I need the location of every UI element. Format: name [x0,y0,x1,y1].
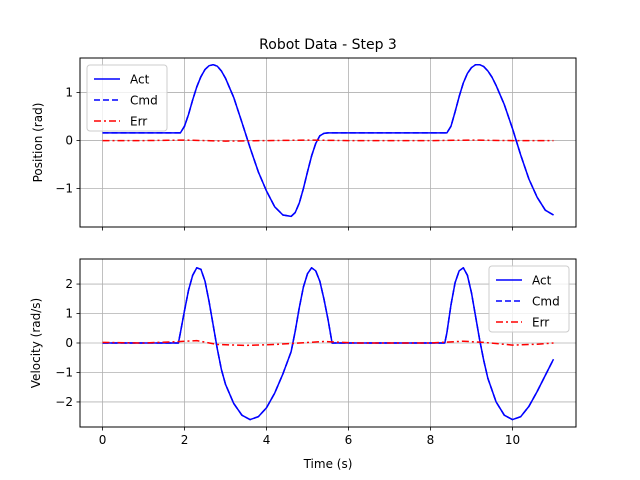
velocity-legend[interactable]: Act Cmd Err [488,265,570,333]
legend-label-cmd: Cmd [532,295,560,309]
x-tick-label: 6 [345,433,353,447]
y-tick-label: 2 [65,277,73,291]
velocity-series [102,267,555,421]
position-axes-frame [79,57,577,228]
legend-label-act: Act [532,274,552,288]
velocity-subplot: 0 2 4 6 8 10 −2 −1 0 1 2 Velocity (rad/s) Time (s)… [29,258,577,471]
chart-title: Robot Data - Step 3 [259,37,397,53]
y-tick-label: 0 [65,336,73,350]
y-tick-label: −2 [55,395,73,409]
y-tick-label: −1 [55,182,73,196]
x-tick-label: 4 [263,433,271,447]
series-line-err [102,339,554,347]
time-x-axis-label: Time (s) [303,457,353,471]
legend-label-err: Err [130,115,147,129]
series-line-cmd [102,63,554,218]
y-tick-label: 0 [65,134,73,148]
position-ticks: −1 0 1 [55,86,513,231]
position-legend[interactable]: Act Cmd Err [86,64,168,132]
legend-label-act: Act [130,73,150,87]
legend-label-err: Err [532,316,549,330]
position-subplot: Robot Data - Step 3 −101 Position (rad) … [31,37,577,231]
velocity-ticks: 0 2 4 6 8 10 −2 −1 0 1 2 [55,277,520,447]
position-y-axis-label: Position (rad) [31,103,45,183]
y-tick-label: 1 [65,86,73,100]
legend-box [488,265,570,333]
x-tick-label: 8 [427,433,435,447]
x-tick-label: 10 [505,433,520,447]
x-tick-label: 2 [181,433,189,447]
series-line-cmd [102,267,555,421]
series-line-err [102,139,554,142]
y-tick-label: 1 [65,307,73,321]
legend-box [86,64,168,132]
y-tick-label: −1 [55,365,73,379]
velocity-y-axis-label: Velocity (rad/s) [29,298,43,388]
position-series [102,63,554,218]
x-tick-label: 0 [99,433,107,447]
legend-label-cmd: Cmd [130,94,158,108]
